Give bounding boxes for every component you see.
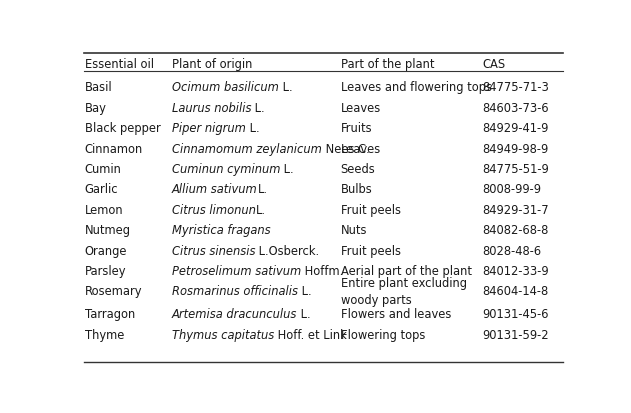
Text: Nuts: Nuts [341,224,367,237]
Text: Cumin: Cumin [85,163,122,176]
Text: 84929-41-9: 84929-41-9 [482,122,549,135]
Text: Parsley: Parsley [85,264,126,278]
Text: Allium sativum: Allium sativum [172,183,257,196]
Text: Flowering tops: Flowering tops [341,328,425,341]
Text: Bay: Bay [85,102,107,114]
Text: Seeds: Seeds [341,163,375,176]
Text: Essential oil: Essential oil [85,57,154,70]
Text: L.: L. [251,102,265,114]
Text: 84775-71-3: 84775-71-3 [482,81,549,94]
Text: L.: L. [280,163,294,176]
Text: Leaves and flowering tops: Leaves and flowering tops [341,81,492,94]
Text: L.: L. [279,81,292,94]
Text: Artemisa dracunculus: Artemisa dracunculus [172,308,297,320]
Text: Ocimum basilicum: Ocimum basilicum [172,81,279,94]
Text: L.: L. [256,203,266,216]
Text: L.: L. [298,285,312,298]
Text: Rosmarinus officinalis: Rosmarinus officinalis [172,285,298,298]
Text: 90131-59-2: 90131-59-2 [482,328,549,341]
Text: Piper nigrum: Piper nigrum [172,122,245,135]
Text: Fruit peels: Fruit peels [341,203,401,216]
Text: CAS: CAS [482,57,505,70]
Text: Cinnamon: Cinnamon [85,142,143,155]
Text: Aerial part of the plant: Aerial part of the plant [341,264,471,278]
Text: 84603-73-6: 84603-73-6 [482,102,549,114]
Text: 8028-48-6: 8028-48-6 [482,244,541,257]
Text: Plant of origin: Plant of origin [172,57,252,70]
Text: Fruit peels: Fruit peels [341,244,401,257]
Text: Hoffm.: Hoffm. [301,264,343,278]
Text: L.: L. [245,122,259,135]
Text: 84012-33-9: 84012-33-9 [482,264,549,278]
Text: Citrus sinensis: Citrus sinensis [172,244,256,257]
Text: Bulbs: Bulbs [341,183,372,196]
Text: Hoff. et Link: Hoff. et Link [274,328,347,341]
Text: 84604-14-8: 84604-14-8 [482,285,548,298]
Text: Nees C.: Nees C. [322,142,369,155]
Text: Leaves: Leaves [341,102,380,114]
Text: Flowers and leaves: Flowers and leaves [341,308,451,320]
Text: Rosemary: Rosemary [85,285,142,298]
Text: 8008-99-9: 8008-99-9 [482,183,541,196]
Text: Leaves: Leaves [341,142,380,155]
Text: Garlic: Garlic [85,183,119,196]
Text: Cinnamomum zeylanicum: Cinnamomum zeylanicum [172,142,322,155]
Text: Myristica fragans: Myristica fragans [172,224,271,237]
Text: 84082-68-8: 84082-68-8 [482,224,549,237]
Text: Nutmeg: Nutmeg [85,224,131,237]
Text: Fruits: Fruits [341,122,372,135]
Text: L.: L. [257,183,268,196]
Text: Tarragon: Tarragon [85,308,135,320]
Text: Cuminun cyminum: Cuminun cyminum [172,163,280,176]
Text: 84775-51-9: 84775-51-9 [482,163,549,176]
Text: Citrus limonun: Citrus limonun [172,203,256,216]
Text: Black pepper: Black pepper [85,122,160,135]
Text: Thyme: Thyme [85,328,124,341]
Text: Thymus capitatus: Thymus capitatus [172,328,274,341]
Text: Laurus nobilis: Laurus nobilis [172,102,251,114]
Text: Entire plant excluding
woody parts: Entire plant excluding woody parts [341,276,466,306]
Text: 84949-98-9: 84949-98-9 [482,142,548,155]
Text: L.Osberck.: L.Osberck. [256,244,319,257]
Text: Basil: Basil [85,81,112,94]
Text: 90131-45-6: 90131-45-6 [482,308,549,320]
Text: Petroselimum sativum: Petroselimum sativum [172,264,301,278]
Text: 84929-31-7: 84929-31-7 [482,203,549,216]
Text: Lemon: Lemon [85,203,124,216]
Text: Part of the plant: Part of the plant [341,57,434,70]
Text: Orange: Orange [85,244,127,257]
Text: L.: L. [297,308,311,320]
